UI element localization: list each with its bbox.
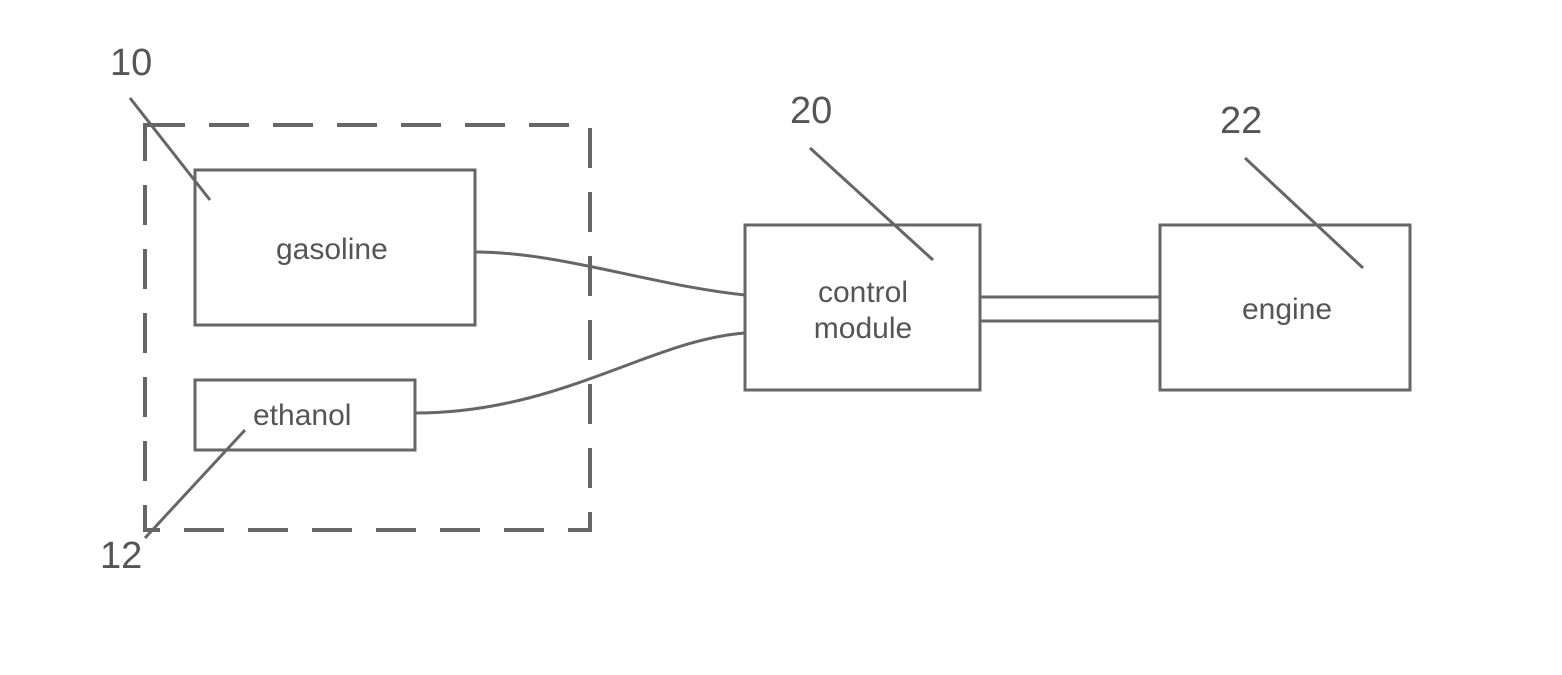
connector-ethanol-cm [415,333,745,413]
control-label-line1: control [818,276,908,309]
leader-line-22 [1245,158,1363,268]
ethanol-label: ethanol [253,399,351,433]
leader-line-10 [130,98,210,200]
engine-label: engine [1242,293,1332,327]
control-module-label: control module [813,275,913,347]
connector-gasoline-cm [475,252,745,295]
gasoline-label: gasoline [276,233,388,267]
ref-label-20: 20 [790,90,832,133]
leader-line-20 [810,148,933,260]
dashed-container [145,125,590,530]
ref-label-10: 10 [110,42,152,85]
ref-label-12: 12 [100,535,142,578]
ref-label-22: 22 [1220,100,1262,143]
diagram-svg [0,0,1562,675]
control-label-line2: module [814,312,912,345]
